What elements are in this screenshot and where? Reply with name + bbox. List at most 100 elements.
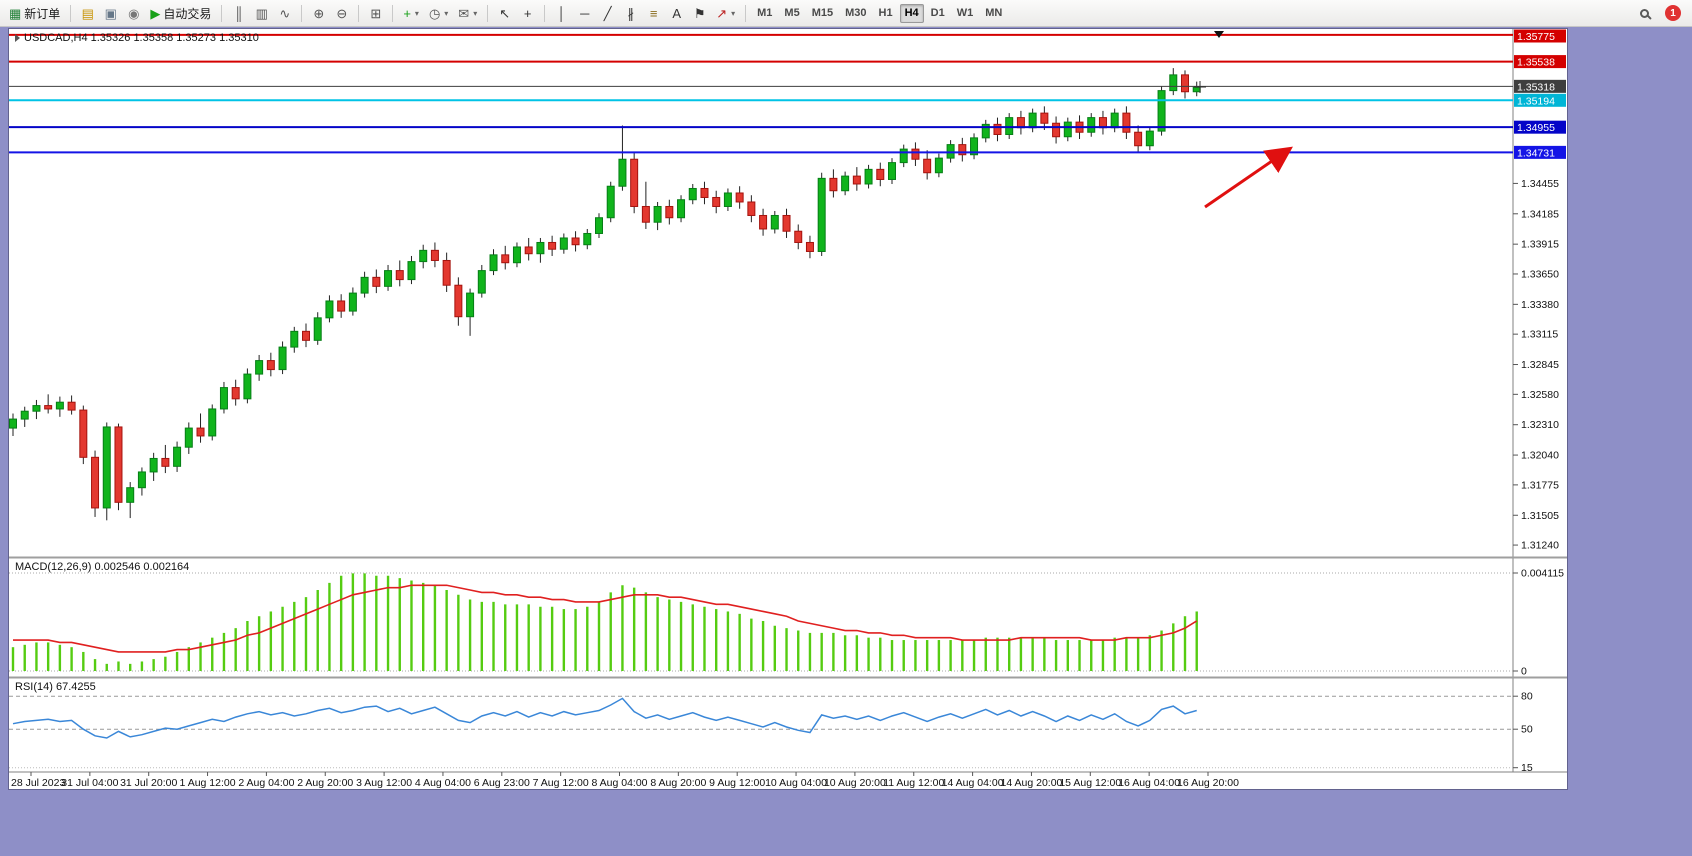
text-button[interactable]: A [666, 3, 687, 24]
symbol-info-row: USDCAD,H4 1.35326 1.35358 1.35273 1.3531… [15, 32, 259, 44]
tile-windows-button[interactable]: ⊞ [365, 3, 386, 24]
crosshair-icon: + [523, 5, 532, 21]
rsi-line [12, 697, 1197, 739]
price-badge [1514, 120, 1566, 134]
x-axis-label: 2 Aug 04:00 [238, 777, 294, 789]
y-axis-label: 1.32040 [1521, 450, 1559, 462]
market-watch-button[interactable]: ▤ [77, 3, 98, 24]
tf-h1-button[interactable]: H1 [878, 7, 893, 19]
trendline-button[interactable]: ╱ [597, 3, 618, 24]
svg-text:1.35194: 1.35194 [1517, 95, 1555, 107]
line-chart-icon: ∿ [279, 5, 291, 21]
zoom-out-button[interactable]: ⊖ [331, 3, 352, 24]
shapes-button[interactable]: ≡ [643, 3, 664, 24]
templates-button[interactable]: ✉ ▾ [454, 3, 481, 24]
indicators-icon: + [403, 5, 411, 21]
svg-text:1.34955: 1.34955 [1517, 122, 1555, 134]
macd-axis-label: 0.004115 [1521, 568, 1564, 580]
y-axis-label: 1.31505 [1521, 510, 1559, 522]
x-axis-label: 14 Aug 04:00 [942, 777, 1004, 789]
x-axis-label: 15 Aug 12:00 [1059, 777, 1121, 789]
chart-window: 1.35775 1.35538 1.35318 1.35194 1.34955 1.347… [8, 28, 1568, 790]
data-window-button[interactable]: ▣ [100, 3, 121, 24]
toolbar-separator [221, 4, 223, 22]
y-axis-label: 1.34185 [1521, 208, 1559, 220]
price-line-1.35318[interactable]: 1.35318 [9, 79, 1566, 94]
price-badge [1514, 29, 1566, 43]
x-axis-label: 31 Jul 20:00 [120, 777, 177, 789]
y-axis-label: 1.34455 [1521, 178, 1559, 190]
label-icon: ⚑ [693, 5, 706, 21]
tf-w1-button[interactable]: W1 [956, 7, 974, 19]
tf-mn-button[interactable]: MN [985, 7, 1003, 19]
one-click-trading-toggle[interactable] [15, 34, 20, 42]
arrows-button[interactable]: ↗ ▾ [712, 3, 739, 24]
chart-shift-marker[interactable] [1214, 31, 1224, 38]
auto-trading-button[interactable]: ▶ 自动交易 [146, 3, 215, 24]
trendline-icon: ╱ [603, 5, 612, 21]
macd-label: MACD(12,26,9) 0.002546 0.002164 [15, 561, 190, 573]
price-badge [1514, 79, 1566, 93]
tf-m15-button[interactable]: M15 [811, 7, 834, 19]
tf-d1-button[interactable]: D1 [930, 7, 945, 19]
candlestick-chart-button[interactable]: ▥ [251, 3, 272, 24]
navigator-button[interactable]: ◉ [123, 3, 144, 24]
bar-chart-button[interactable]: ║ [228, 3, 249, 24]
macd-signal-line [13, 584, 1198, 653]
x-axis-label: 8 Aug 04:00 [591, 777, 647, 789]
tf-m1-button[interactable]: M1 [757, 7, 773, 19]
x-axis-label: 16 Aug 04:00 [1118, 777, 1180, 789]
x-axis-label: 28 Jul 2023 [11, 777, 65, 789]
dropdown-arrow-icon: ▾ [731, 8, 736, 18]
macd-panel [9, 572, 1513, 672]
x-axis-label: 8 Aug 20:00 [650, 777, 706, 789]
indicators-button[interactable]: + ▾ [399, 3, 423, 24]
symbol-info: USDCAD,H4 1.35326 1.35358 1.35273 1.3531… [24, 32, 259, 44]
price-line-1.35775[interactable]: 1.35775 [9, 29, 1566, 44]
vertical-line-button[interactable]: │ [551, 3, 572, 24]
toolbar-separator [70, 4, 72, 22]
y-axis-label: 1.32580 [1521, 389, 1559, 401]
zoom-out-icon: ⊖ [336, 5, 348, 21]
crosshair-marker [1194, 81, 1206, 93]
price-line-1.35194[interactable]: 1.35194 [9, 93, 1566, 108]
search-button[interactable] [1634, 3, 1655, 24]
rsi-axis-label: 80 [1521, 691, 1533, 703]
vertical-line-icon: │ [557, 5, 566, 21]
fibonacci-button[interactable]: ∦ [620, 3, 641, 24]
x-axis-label: 6 Aug 23:00 [474, 777, 530, 789]
x-axis-label: 31 Jul 04:00 [61, 777, 118, 789]
search-icon [1640, 8, 1649, 18]
zoom-in-button[interactable]: ⊕ [308, 3, 329, 24]
zoom-in-icon: ⊕ [313, 5, 325, 21]
tf-m30-button[interactable]: M30 [845, 7, 867, 19]
tf-m5-button[interactable]: M5 [784, 7, 800, 19]
y-axis-label: 1.33915 [1521, 239, 1559, 251]
fibonacci-icon: ∦ [627, 5, 634, 21]
auto-trading-icon: ▶ [150, 5, 161, 21]
label-button[interactable]: ⚑ [689, 3, 710, 24]
toolbar-right-group: 1 [1634, 3, 1687, 24]
notification-badge[interactable]: 1 [1665, 5, 1681, 21]
new-order-button[interactable]: ▦ 新订单 [5, 3, 64, 24]
periods-button[interactable]: ◷ ▾ [425, 3, 452, 24]
price-line-1.34731[interactable]: 1.34731 [9, 145, 1566, 160]
arrow-annotation[interactable] [1204, 146, 1293, 209]
navigator-icon: ◉ [128, 5, 140, 21]
toolbar-separator [745, 4, 747, 22]
cursor-button[interactable]: ↖ [494, 3, 515, 24]
rsi-axis-label: 15 [1521, 762, 1533, 774]
price-line-1.35538[interactable]: 1.35538 [9, 55, 1566, 69]
toolbar-separator [358, 4, 360, 22]
svg-text:1.35318: 1.35318 [1517, 81, 1555, 93]
price-badge [1514, 93, 1566, 107]
chart-canvas[interactable]: 1.35775 1.35538 1.35318 1.35194 1.34955 1.347… [9, 29, 1567, 789]
dropdown-arrow-icon: ▾ [414, 8, 419, 18]
line-chart-button[interactable]: ∿ [274, 3, 295, 24]
horizontal-line-button[interactable]: ─ [574, 3, 595, 24]
chart-background [9, 29, 1567, 789]
x-axis-label: 3 Aug 12:00 [356, 777, 412, 789]
price-line-1.34955[interactable]: 1.34955 [9, 120, 1566, 135]
crosshair-button[interactable]: + [517, 3, 538, 24]
tf-h4-button[interactable]: H4 [899, 3, 924, 23]
